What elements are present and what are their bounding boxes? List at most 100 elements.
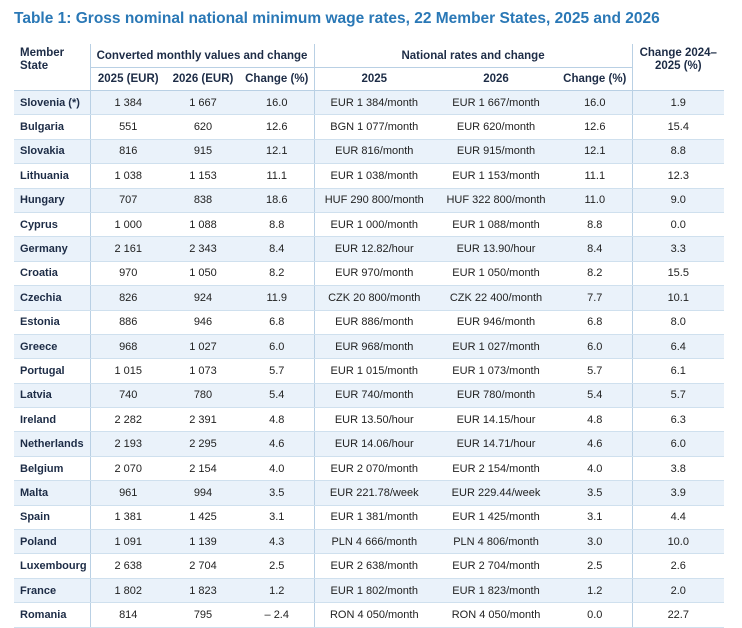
cell-change-national: 5.7 [558,358,633,384]
cell-2025-national: PLN 4 666/month [313,529,435,555]
table-row: Romania 814 795– 2.4 RON 4 050/month RON 4 0… [14,602,725,628]
cell-2025-eur: 551 [89,114,166,140]
cell-change-national: 8.8 [558,212,633,238]
cell-change-national: 3.5 [558,480,633,506]
cell-2026-eur: 1 153 [166,163,240,189]
table-row: France 1 802 1 823 1.2 EUR 1 802/month EUR 1 … [14,578,725,604]
table-row: Croatia 970 1 050 8.2 EUR 970/month EUR 1 050… [14,261,725,287]
header-converted: Converted monthly values and change [89,44,315,68]
cell-member-state: Poland [14,529,90,555]
cell-2025-eur: 1 015 [89,358,166,384]
cell-2025-national: EUR 816/month [313,139,435,165]
cell-change-eur: 16.0 [240,90,315,116]
cell-member-state: Cyprus [14,212,90,238]
cell-2026-eur: 795 [166,602,240,628]
cell-change-national: 3.1 [558,505,633,531]
table-header: Member State Converted monthly values an… [14,44,725,91]
cell-member-state: Czechia [14,285,90,311]
cell-change-national: 11.1 [558,163,633,189]
table-row: Ireland 2 282 2 391 4.8 EUR 13.50/hour EUR 14… [14,407,725,433]
cell-change-2024-2025: 8.8 [631,139,725,165]
cell-change-eur: 4.6 [240,431,315,457]
cell-member-state: Germany [14,236,90,262]
cell-change-national: 1.2 [558,578,633,604]
cell-member-state: Latvia [14,383,90,409]
cell-change-2024-2025: 10.0 [631,529,725,555]
subheader-2025-national: 2025 [313,67,435,91]
cell-change-2024-2025: 3.3 [631,236,725,262]
cell-2025-national: EUR 14.06/hour [313,431,435,457]
cell-change-national: 4.6 [558,431,633,457]
cell-member-state: Ireland [14,407,90,433]
cell-change-2024-2025: 4.4 [631,505,725,531]
cell-member-state: Netherlands [14,431,90,457]
subheader-2026-national: 2026 [434,67,559,91]
cell-change-2024-2025: 12.3 [631,163,725,189]
cell-2025-national: HUF 290 800/month [313,188,435,213]
cell-member-state: Luxembourg [14,553,90,579]
cell-change-eur: 4.3 [240,529,315,555]
cell-2025-eur: 1 091 [89,529,166,555]
cell-2026-eur: 2 295 [166,431,240,457]
cell-change-eur: 5.7 [240,358,315,384]
table-row: Czechia 826 924 11.9 CZK 20 800/month CZK 22 … [14,285,725,311]
cell-change-national: 7.7 [558,285,633,311]
cell-2026-eur: 946 [166,310,240,335]
table-row: Luxembourg 2 638 2 704 2.5 EUR 2 638/month EU… [14,553,725,579]
cell-member-state: Slovakia [14,139,90,165]
cell-change-eur: 5.4 [240,383,315,409]
cell-2025-eur: 826 [89,285,166,311]
cell-2025-eur: 707 [89,188,166,213]
table-row: Slovakia 816 915 12.1 EUR 816/month EUR 915/m… [14,139,725,165]
cell-change-national: 11.0 [558,188,633,213]
cell-2025-eur: 1 802 [89,578,166,604]
cell-2025-eur: 961 [89,480,166,506]
cell-2026-eur: 924 [166,285,240,311]
cell-2026-national: CZK 22 400/month [434,285,559,311]
cell-2025-eur: 1 038 [89,163,166,189]
cell-change-eur: 6.0 [240,334,315,360]
table-title: Table 1: Gross nominal national minimum … [14,10,660,27]
cell-2026-national: EUR 1 667/month [434,90,559,116]
cell-change-2024-2025: 2.6 [631,553,725,579]
table-row: Cyprus 1 000 1 088 8.8 EUR 1 000/month EUR 1 … [14,212,725,238]
subheader-2025-eur: 2025 (EUR) [89,67,166,91]
cell-2026-eur: 780 [166,383,240,409]
cell-2025-eur: 970 [89,261,166,287]
cell-member-state: Belgium [14,456,90,482]
table-row: Slovenia (*) 1 384 1 667 16.0 EUR 1 384/mont… [14,90,725,116]
cell-change-national: 12.6 [558,114,633,140]
table-row: Netherlands 2 193 2 295 4.6 EUR 14.06/hour EU… [14,431,725,457]
cell-2025-eur: 2 070 [89,456,166,482]
cell-change-2024-2025: 6.4 [631,334,725,360]
cell-2025-national: EUR 1 384/month [313,90,435,116]
cell-2025-national: EUR 2 070/month [313,456,435,482]
cell-change-national: 6.0 [558,334,633,360]
subheader-change-eur: Change (%) [240,67,315,91]
cell-change-2024-2025: 6.3 [631,407,725,433]
table-row: Estonia 886 946 6.8 EUR 886/month EUR 946/mon… [14,310,725,335]
table-row: Malta 961 994 3.5 EUR 221.78/week EUR 229.44/… [14,480,725,506]
cell-2026-eur: 1 667 [166,90,240,116]
cell-change-eur: 3.1 [240,505,315,531]
table-body: Slovenia (*) 1 384 1 667 16.0 EUR 1 384/mont… [14,90,725,628]
cell-2026-eur: 838 [166,188,240,213]
cell-2026-national: EUR 780/month [434,383,559,409]
cell-2026-national: EUR 1 425/month [434,505,559,531]
cell-2025-national: EUR 886/month [313,310,435,335]
cell-change-eur: – 2.4 [240,602,315,628]
cell-change-national: 8.2 [558,261,633,287]
cell-2026-eur: 1 823 [166,578,240,604]
cell-2025-national: EUR 1 381/month [313,505,435,531]
cell-change-national: 16.0 [558,90,633,116]
cell-2026-eur: 620 [166,114,240,140]
cell-change-national: 6.8 [558,310,633,335]
table-row: Portugal 1 015 1 073 5.7 EUR 1 015/month EUR … [14,358,725,384]
cell-member-state: Slovenia (*) [14,90,90,116]
cell-change-2024-2025: 10.1 [631,285,725,311]
cell-2025-national: EUR 221.78/week [313,480,435,506]
cell-member-state: Estonia [14,310,90,335]
cell-2026-eur: 1 425 [166,505,240,531]
cell-change-eur: 11.1 [240,163,315,189]
cell-2026-national: EUR 1 073/month [434,358,559,384]
